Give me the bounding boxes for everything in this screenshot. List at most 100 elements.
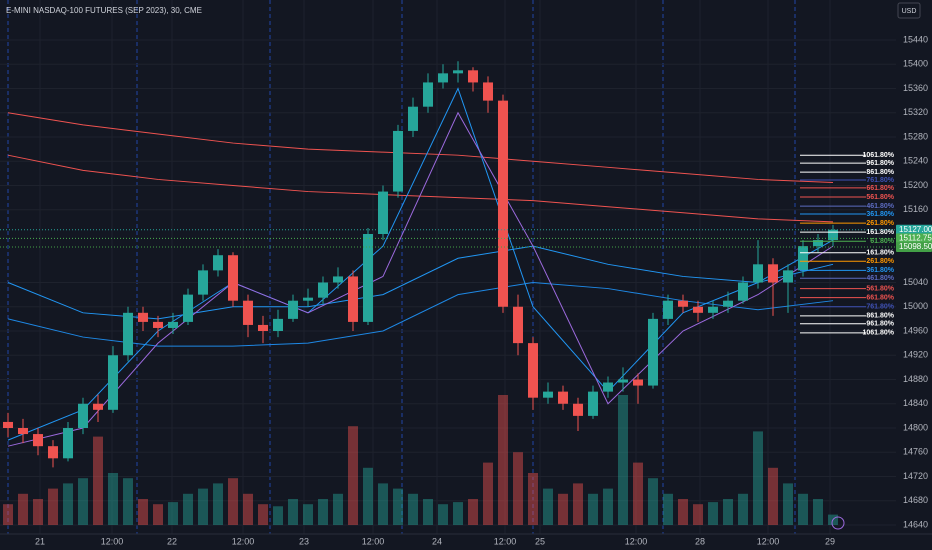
volume-bar (588, 493, 598, 525)
fib-label: 1061.80% (862, 152, 894, 159)
volume-bar (528, 473, 538, 525)
price-tag-label: 15112.75 (899, 234, 932, 243)
candle-body (48, 446, 58, 459)
volume-bar (303, 504, 313, 525)
fib-label: 861.80% (866, 313, 894, 320)
x-tick-label: 12:00 (625, 536, 648, 546)
y-tick-label: 15320 (903, 107, 928, 117)
x-tick-label: 12:00 (494, 536, 517, 546)
candle-body (408, 106, 418, 131)
candle-body (243, 300, 253, 325)
candle-body (123, 312, 133, 356)
volume-bar (18, 493, 28, 525)
y-tick-label: 14960 (903, 325, 928, 335)
chart-title: E-MINI NASDAQ-100 FUTURES (SEP 2023), 30… (6, 6, 202, 15)
candle-body (543, 391, 553, 398)
volume-bar (513, 452, 523, 525)
volume-bar (723, 499, 733, 525)
candle-body (393, 130, 403, 192)
volume-bar (633, 462, 643, 525)
candle-body (198, 270, 208, 295)
fib-label: 561.80% (866, 194, 894, 201)
x-tick-label: 21 (35, 536, 45, 546)
fib-label: 1061.80% (862, 330, 894, 337)
volume-bar (198, 488, 208, 525)
volume-bar (3, 504, 13, 525)
candle-body (693, 306, 703, 313)
candle-body (558, 391, 568, 404)
volume-bar (678, 499, 688, 525)
candle-body (603, 382, 613, 392)
volume-bar (423, 499, 433, 525)
candle-body (93, 403, 103, 410)
fib-label: 561.80% (866, 285, 894, 292)
volume-bar (798, 493, 808, 525)
fib-layer: 1061.80%961.80%861.80%761.80%661.80%561.… (0, 152, 896, 337)
fib-label: 261.80% (866, 258, 894, 265)
fib-label: 461.80% (866, 203, 894, 210)
candle-body (3, 421, 13, 428)
candle-body (378, 191, 388, 234)
volume-bar (288, 499, 298, 525)
volume-bar (693, 504, 703, 525)
candle-layer (3, 61, 838, 468)
y-tick-label: 15360 (903, 83, 928, 93)
volume-bar (753, 431, 763, 525)
volume-bar (273, 506, 283, 525)
volume-bar (408, 493, 418, 525)
candle-body (663, 300, 673, 319)
volume-bar (183, 493, 193, 525)
candle-body (813, 240, 823, 247)
volume-bar (363, 467, 373, 525)
volume-bar (573, 483, 583, 525)
candle-body (318, 282, 328, 298)
volume-bar (123, 478, 133, 525)
volume-bar (618, 395, 628, 525)
axis-layer: 14640 14680 14720 14760 14800 14840 14880 14920… (35, 34, 932, 546)
candle-body (183, 294, 193, 322)
y-tick-label: 15400 (903, 59, 928, 69)
y-tick-label: 14760 (903, 447, 928, 457)
candle-body (348, 276, 358, 322)
y-tick-label: 15040 (903, 277, 928, 287)
fib-label: 661.80% (866, 295, 894, 302)
candle-body (213, 255, 223, 271)
candle-body (63, 428, 73, 459)
candle-body (33, 434, 43, 447)
candle-body (573, 403, 583, 416)
price-axis (896, 0, 932, 550)
volume-bar (663, 493, 673, 525)
x-tick-label: 12:00 (362, 536, 385, 546)
fib-label: 261.80% (866, 220, 894, 227)
x-tick-label: 29 (825, 536, 835, 546)
currency: USD (902, 8, 917, 15)
candle-body (753, 264, 763, 283)
y-tick-label: 14680 (903, 495, 928, 505)
volume-bar (78, 478, 88, 525)
volume-bar (213, 483, 223, 525)
y-tick-label: 14880 (903, 374, 928, 384)
candle-body (738, 282, 748, 301)
alert-icon[interactable] (831, 516, 845, 530)
volume-bar (708, 502, 718, 525)
candle-body (708, 306, 718, 313)
candle-body (618, 379, 628, 383)
grid (0, 0, 896, 534)
fib-label: 661.80% (866, 185, 894, 192)
candle-body (228, 255, 238, 301)
volume-bar (558, 493, 568, 525)
x-tick-label: 24 (432, 536, 442, 546)
volume-bar (63, 483, 73, 525)
volume-bar (258, 504, 268, 525)
volume-bar (393, 488, 403, 525)
volume-bar (138, 499, 148, 525)
volume-bar (543, 488, 553, 525)
x-tick-label: 23 (299, 536, 309, 546)
candle-body (483, 82, 493, 101)
fib-label: 361.80% (866, 211, 894, 218)
y-tick-label: 15280 (903, 131, 928, 141)
fib-label: 161.80% (866, 250, 894, 257)
candle-body (528, 343, 538, 398)
